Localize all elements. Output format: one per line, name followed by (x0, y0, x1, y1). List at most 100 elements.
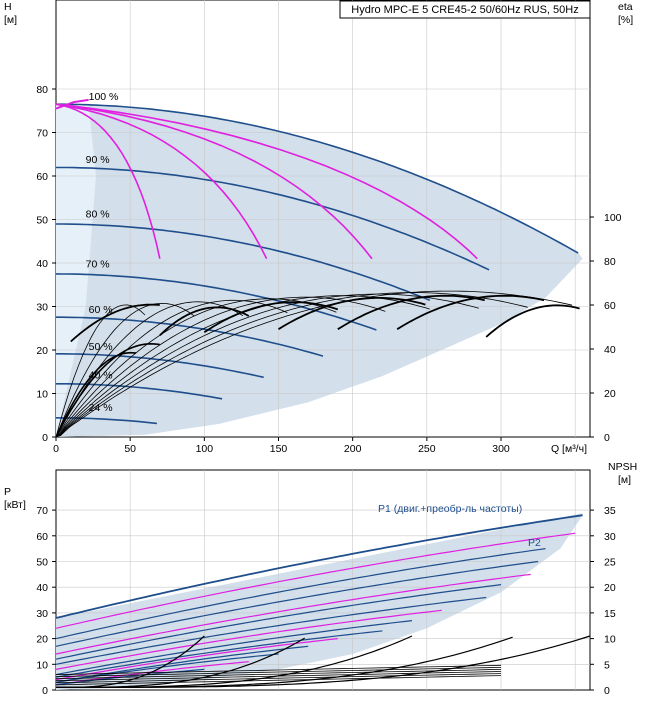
power-curve-13 (55, 653, 279, 683)
power-curve-12 (55, 645, 309, 683)
speed-label: 70 % (86, 258, 110, 270)
power-curve-3 (55, 548, 546, 640)
pump-count-curve-3 (55, 103, 373, 260)
y-axis-label: H (4, 1, 12, 13)
y-tick-label: 10 (36, 389, 48, 401)
eta-curve-thin-10 (55, 290, 573, 438)
p1-series-label: P1 (двиг.+преобр-ль частоты) (378, 503, 522, 515)
eta-curve-thick-2 (159, 306, 250, 337)
speed-label: 60 % (89, 304, 113, 316)
npsh-base-4 (55, 669, 502, 680)
x-tick-label: 300 (492, 443, 510, 455)
y2-tick-label: 0 (604, 432, 610, 444)
eta-curve-thin-1 (55, 304, 146, 438)
power-y-label: P (4, 486, 11, 498)
title-box (339, 0, 591, 19)
eta-curve-thin-2 (55, 302, 195, 438)
y-tick-label: 50 (36, 215, 48, 227)
y2-axis-label: eta (618, 1, 633, 13)
speed-label: 50 % (89, 341, 113, 353)
power-y-tick-label: 60 (36, 531, 48, 543)
qh-curve-100 (56, 103, 579, 254)
power-curve-10 (55, 630, 383, 678)
y2-tick-label: 60 (604, 300, 616, 312)
power-curve-9 (55, 620, 413, 676)
npsh-base-5 (55, 667, 502, 677)
pump-count-curve-start (55, 98, 89, 110)
npsh-y-tick-label: 35 (604, 505, 616, 517)
power-y-unit: [кВт] (4, 499, 26, 511)
x-tick-label: 250 (418, 443, 436, 455)
npsh-y-tick-label: 20 (604, 582, 616, 594)
speed-label: 24 % (89, 402, 113, 414)
speed-label: 100 % (89, 91, 119, 103)
power-curve-5 (55, 573, 531, 655)
npsh-y-tick-label: 0 (604, 685, 610, 697)
power-curve-15 (55, 668, 205, 686)
eta-curve-thin-3 (55, 301, 244, 438)
power-y-tick-label: 20 (36, 634, 48, 646)
npsh-y-label: NPSH (608, 461, 637, 473)
x-tick-label: 150 (270, 443, 288, 455)
eta-curve-thick-3 (203, 301, 339, 334)
y-tick-label: 80 (36, 84, 48, 96)
npsh-base-6 (55, 664, 502, 675)
power-y-tick-label: 40 (36, 582, 48, 594)
npsh-base-2 (55, 673, 502, 684)
x-tick-label: 200 (344, 443, 362, 455)
power-y-tick-label: 50 (36, 557, 48, 569)
power-curve-8 (55, 609, 442, 670)
qh-curve-40 (56, 383, 223, 400)
y2-tick-label: 40 (604, 344, 616, 356)
npsh-base-1 (55, 675, 502, 686)
qh-curve-70 (55, 273, 377, 331)
qh-curve-80 (56, 223, 431, 302)
qh-curve-90 (56, 166, 490, 271)
npsh-y-unit: [м] (618, 474, 631, 486)
npsh-y-tick-label: 15 (604, 608, 616, 620)
power-y-tick-label: 30 (36, 608, 48, 620)
power-y-tick-label: 70 (36, 505, 48, 517)
npsh-y-tick-label: 30 (604, 531, 616, 543)
x-tick-label: 100 (196, 443, 214, 455)
power-curve-1 (55, 514, 583, 619)
eta-curve-thick-5 (337, 294, 485, 330)
p2-series-label: P2 (528, 537, 541, 549)
y-tick-label: 0 (42, 432, 48, 444)
npsh-base-3 (55, 671, 502, 682)
speed-label: 90 % (86, 154, 110, 166)
eta-curve-thin-4 (55, 299, 288, 438)
pump-count-curve-1 (55, 103, 161, 259)
y-tick-label: 40 (36, 258, 48, 270)
x-tick-label: 0 (53, 443, 59, 455)
eta-curve-low-1 (55, 342, 160, 438)
power-y-tick-label: 0 (42, 685, 48, 697)
eta-curve-thick-1 (70, 303, 160, 343)
power-curve-7 (55, 596, 487, 665)
speed-label: 80 % (86, 208, 110, 220)
qh-curve-24 (55, 417, 157, 425)
pump-count-curve-2 (55, 103, 268, 260)
chart-title: Hydro MPC-E 5 CRE45-2 50/60Hz RUS, 50Hz (351, 4, 578, 16)
y2-tick-label: 20 (604, 388, 616, 400)
power-y-tick-label: 10 (36, 659, 48, 671)
eta-curve-thick-4 (278, 297, 426, 330)
npsh-y-tick-label: 25 (604, 557, 616, 569)
x-tick-label: 50 (124, 443, 136, 455)
eta-curve-low-2 (55, 351, 137, 438)
operating-envelope (56, 104, 583, 437)
eta-curve-thin-8 (55, 293, 479, 438)
npsh-y-tick-label: 5 (604, 659, 610, 671)
pump-count-curve-4 (55, 103, 478, 260)
eta-curve-thick-7 (485, 304, 580, 338)
npsh-y-tick-label: 10 (604, 634, 616, 646)
y-tick-label: 60 (36, 171, 48, 183)
y-axis-unit: [м] (4, 14, 17, 26)
eta-curve-thick-6 (396, 294, 545, 330)
y2-axis-unit: [%] (618, 14, 633, 26)
power-curve-4 (55, 560, 539, 647)
eta-curve-thin-9 (55, 292, 528, 438)
y-tick-label: 30 (36, 302, 48, 314)
